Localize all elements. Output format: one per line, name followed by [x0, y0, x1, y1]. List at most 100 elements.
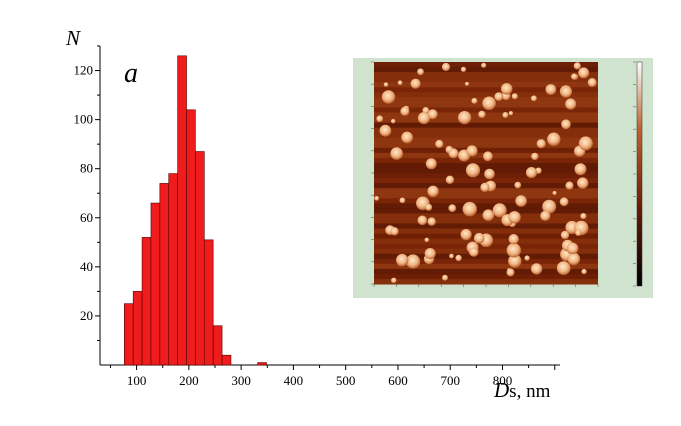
afm-grain [508, 234, 519, 245]
afm-grain [567, 252, 581, 266]
afm-scan-line [374, 92, 598, 98]
afm-scan-line [374, 193, 598, 199]
afm-grain [390, 227, 399, 236]
afm-grain [581, 268, 587, 275]
afm-grain [580, 213, 587, 220]
histogram-bar [159, 183, 170, 366]
afm-scan-line [374, 248, 598, 255]
afm-grain [469, 247, 479, 257]
afm-grain [376, 115, 384, 123]
afm-grain [483, 151, 493, 162]
afm-grain [383, 82, 389, 87]
afm-scan-line [374, 82, 598, 88]
afm-grain [427, 185, 439, 197]
afm-grain [542, 199, 557, 214]
afm-grain [425, 158, 437, 170]
afm-scan-line [374, 117, 598, 124]
afm-grain [442, 274, 448, 281]
afm-scan-line [374, 72, 598, 78]
afm-grain [390, 147, 404, 160]
afm-scan-line [374, 147, 598, 154]
y-tick-label: 20 [80, 308, 93, 323]
afm-colorbar [636, 61, 643, 287]
afm-grain [561, 119, 571, 130]
afm-scan-line [374, 112, 598, 119]
x-tick-label: 600 [388, 373, 408, 388]
histogram-bar [124, 303, 134, 366]
afm-scan-line [374, 132, 598, 139]
afm-axis-ticks [371, 61, 636, 287]
afm-scan-line [374, 162, 598, 169]
afm-grain [565, 98, 577, 110]
afm-grain [536, 139, 546, 149]
afm-grain [502, 112, 509, 118]
histogram-bar [150, 202, 161, 366]
afm-grain [545, 84, 557, 95]
afm-scan-line [374, 178, 598, 184]
afm-grain [530, 95, 537, 102]
histogram-bar [186, 109, 196, 366]
afm-scan-line [374, 127, 598, 134]
histogram-bar [195, 151, 205, 366]
afm-grain [508, 211, 521, 224]
afm-scan-line [374, 263, 598, 270]
afm-grain [427, 109, 438, 120]
afm-scan-line [374, 278, 598, 285]
afm-grain [396, 253, 409, 267]
afm-grain [574, 163, 587, 176]
afm-grain [441, 62, 451, 72]
afm-grain [514, 181, 522, 189]
afm-scan-line [374, 273, 598, 280]
afm-inset-image [353, 58, 653, 298]
afm-grain [530, 263, 543, 275]
y-tick-label: 60 [80, 210, 93, 225]
afm-grain [466, 145, 478, 157]
afm-grain [494, 92, 504, 101]
afm-scan-line [374, 67, 598, 73]
afm-grain [506, 243, 521, 258]
afm-grain [481, 62, 487, 68]
afm-grain [417, 112, 431, 125]
afm-grain [400, 106, 410, 116]
afm-grain [424, 248, 436, 260]
x-axis-label-symbol: D [493, 378, 509, 402]
histogram-bar [203, 239, 214, 366]
afm-grain [540, 210, 551, 221]
afm-grain [508, 111, 514, 116]
histogram-bar [141, 237, 152, 366]
afm-grain [465, 163, 481, 178]
afm-grain [578, 136, 593, 151]
afm-grain [578, 67, 590, 79]
afm-grain [480, 182, 490, 192]
afm-grain [508, 254, 522, 268]
afm-scan-line [374, 203, 598, 209]
y-ticks: 20 40 60 80 100 120 [74, 45, 100, 341]
x-axis-label: Ds, nm [493, 378, 551, 402]
x-ticks: 100 200 300 400 500 600 700 800 [109, 365, 556, 388]
afm-grain [427, 217, 436, 226]
afm-grain [556, 261, 571, 275]
afm-grain [500, 83, 513, 95]
afm-scan-line [374, 87, 598, 93]
afm-grain [531, 152, 539, 161]
x-tick-label: 500 [336, 373, 356, 388]
afm-scan-line [374, 137, 598, 144]
y-tick-label: 120 [74, 63, 94, 78]
afm-scan-line [374, 77, 598, 83]
afm-grain [391, 277, 397, 284]
afm-scan-line [374, 218, 598, 225]
afm-grain [401, 131, 413, 144]
afm-grain [559, 197, 569, 207]
afm-grain [484, 168, 495, 180]
y-tick-label: 100 [74, 112, 94, 127]
afm-grain [374, 196, 380, 201]
afm-grain [560, 86, 572, 98]
afm-grain [524, 255, 530, 261]
afm-scan-line [374, 142, 598, 149]
afm-grain [381, 90, 396, 104]
afm-scan-line [374, 198, 598, 204]
afm-grain [565, 181, 574, 190]
afm-grain [515, 195, 527, 207]
afm-grain [399, 197, 406, 204]
